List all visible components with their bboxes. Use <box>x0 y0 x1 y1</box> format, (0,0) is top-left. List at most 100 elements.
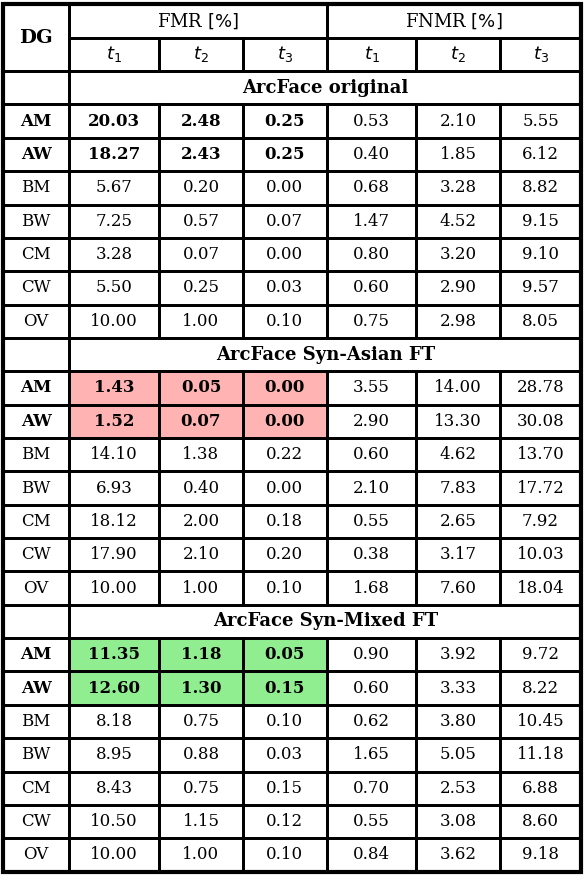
Bar <box>326 171 416 204</box>
Bar <box>326 772 416 805</box>
Bar <box>159 305 243 338</box>
Bar <box>69 604 581 638</box>
Bar <box>243 38 326 71</box>
Bar <box>416 805 500 838</box>
Bar <box>326 204 416 238</box>
Text: 0.12: 0.12 <box>266 813 303 830</box>
Bar <box>500 305 581 338</box>
Bar <box>3 672 69 705</box>
Bar <box>243 272 326 305</box>
Bar <box>500 838 581 872</box>
Text: 0.75: 0.75 <box>353 313 390 329</box>
Bar <box>159 371 243 405</box>
Bar <box>243 305 326 338</box>
Text: 3.55: 3.55 <box>353 379 390 397</box>
Text: 0.18: 0.18 <box>266 512 303 530</box>
Text: OV: OV <box>23 580 49 597</box>
Bar <box>3 604 69 638</box>
Text: 10.45: 10.45 <box>517 713 564 730</box>
Text: BW: BW <box>22 479 51 497</box>
Bar <box>69 4 326 38</box>
Bar <box>416 238 500 272</box>
Text: 2.00: 2.00 <box>182 512 220 530</box>
Bar <box>69 438 159 471</box>
Text: 0.07: 0.07 <box>266 213 303 230</box>
Text: 2.48: 2.48 <box>180 113 221 130</box>
Text: 10.00: 10.00 <box>91 846 138 864</box>
Bar <box>3 338 69 371</box>
Text: 14.00: 14.00 <box>434 379 482 397</box>
Text: 17.72: 17.72 <box>517 479 565 497</box>
Bar <box>69 805 159 838</box>
Text: AW: AW <box>20 680 51 696</box>
Text: 0.10: 0.10 <box>266 846 303 864</box>
Text: 1.15: 1.15 <box>182 813 220 830</box>
Bar <box>416 772 500 805</box>
Text: 6.12: 6.12 <box>522 146 559 163</box>
Bar <box>500 772 581 805</box>
Text: 14.10: 14.10 <box>91 446 138 463</box>
Bar <box>3 838 69 872</box>
Bar <box>243 405 326 438</box>
Bar <box>69 505 159 538</box>
Bar <box>159 672 243 705</box>
Bar <box>69 371 159 405</box>
Text: 0.70: 0.70 <box>353 780 390 797</box>
Bar <box>69 405 159 438</box>
Text: 3.33: 3.33 <box>440 680 477 696</box>
Text: $t_1$: $t_1$ <box>363 45 380 65</box>
Bar <box>500 371 581 405</box>
Text: 1.65: 1.65 <box>353 746 390 763</box>
Text: AW: AW <box>20 413 51 430</box>
Bar <box>159 838 243 872</box>
Bar <box>416 371 500 405</box>
Bar <box>416 471 500 505</box>
Text: 2.10: 2.10 <box>440 113 477 130</box>
Text: 0.55: 0.55 <box>353 512 390 530</box>
Bar <box>159 272 243 305</box>
Bar <box>243 672 326 705</box>
Text: $t_3$: $t_3$ <box>533 45 548 65</box>
Bar <box>3 71 69 104</box>
Text: 0.05: 0.05 <box>265 646 305 663</box>
Bar <box>3 371 69 405</box>
Text: 0.60: 0.60 <box>353 279 390 296</box>
Bar <box>159 405 243 438</box>
Bar <box>159 638 243 672</box>
Bar <box>159 371 243 405</box>
Bar <box>243 805 326 838</box>
Bar <box>326 471 416 505</box>
Bar <box>416 204 500 238</box>
Bar <box>500 171 581 204</box>
Bar <box>416 38 500 71</box>
Bar <box>69 171 159 204</box>
Text: 2.90: 2.90 <box>440 279 477 296</box>
Bar <box>243 238 326 272</box>
Bar <box>416 505 500 538</box>
Text: 10.00: 10.00 <box>91 580 138 597</box>
Bar <box>243 438 326 471</box>
Text: 0.62: 0.62 <box>353 713 390 730</box>
Text: 7.60: 7.60 <box>440 580 477 597</box>
Text: CW: CW <box>21 813 51 830</box>
Bar <box>159 571 243 604</box>
Bar <box>326 805 416 838</box>
Bar <box>3 705 69 738</box>
Text: 7.83: 7.83 <box>440 479 477 497</box>
Bar <box>69 772 159 805</box>
Text: 3.17: 3.17 <box>440 547 477 563</box>
Text: 0.07: 0.07 <box>180 413 221 430</box>
Bar <box>69 672 159 705</box>
Bar <box>326 705 416 738</box>
Text: 1.52: 1.52 <box>94 413 134 430</box>
Text: $t_3$: $t_3$ <box>277 45 293 65</box>
Bar <box>243 171 326 204</box>
Bar <box>500 438 581 471</box>
Text: 20.03: 20.03 <box>88 113 140 130</box>
Bar <box>69 638 159 672</box>
Text: 3.92: 3.92 <box>440 646 477 663</box>
Bar <box>69 138 159 171</box>
Text: 9.57: 9.57 <box>522 279 559 296</box>
Bar <box>326 405 416 438</box>
Text: CM: CM <box>21 512 51 530</box>
